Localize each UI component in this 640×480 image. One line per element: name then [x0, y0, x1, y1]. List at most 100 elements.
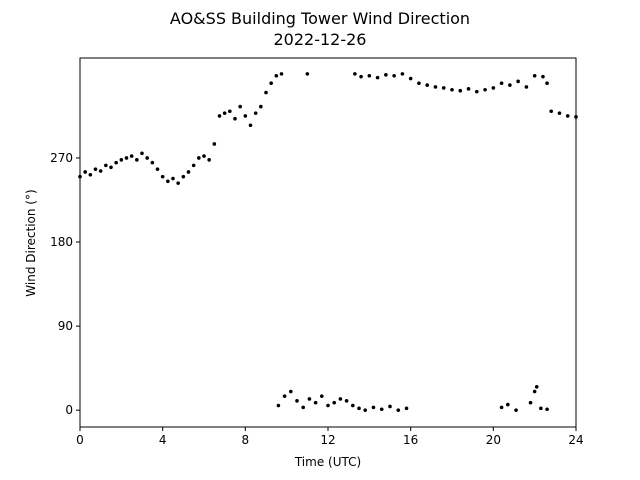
point: [166, 179, 170, 184]
point: [160, 174, 165, 179]
point: [532, 73, 537, 78]
point: [305, 72, 310, 76]
point: [98, 169, 103, 173]
y-tick-label: 270: [50, 151, 73, 165]
point: [202, 154, 206, 158]
point: [274, 73, 279, 78]
x-tick-label: 4: [159, 433, 167, 447]
point: [441, 86, 446, 90]
point: [565, 114, 570, 118]
point: [508, 83, 512, 87]
y-tick-label: 90: [58, 319, 73, 333]
point: [506, 402, 510, 407]
point: [83, 170, 87, 174]
point: [557, 111, 562, 115]
point: [458, 88, 463, 93]
point: [269, 81, 273, 86]
point: [197, 156, 201, 160]
x-tick-label: 8: [242, 433, 250, 447]
point: [93, 167, 98, 171]
point: [466, 87, 471, 91]
point: [124, 156, 129, 160]
point: [135, 158, 139, 162]
point: [238, 104, 242, 109]
x-tick-label: 0: [76, 433, 84, 447]
point: [516, 79, 520, 84]
point: [140, 151, 144, 156]
point: [264, 90, 268, 95]
point: [129, 154, 134, 158]
point: [400, 72, 405, 76]
point: [528, 400, 533, 405]
point: [408, 76, 413, 81]
point: [276, 403, 281, 408]
point: [332, 400, 337, 405]
point: [379, 407, 384, 412]
point: [212, 142, 217, 146]
x-tick-label: 20: [486, 433, 501, 447]
y-tick-label: 0: [65, 403, 73, 417]
point: [357, 406, 361, 411]
point: [155, 167, 160, 171]
point: [222, 111, 227, 115]
point: [119, 158, 124, 162]
point: [388, 404, 392, 409]
point: [88, 172, 93, 177]
point: [353, 72, 357, 76]
point: [375, 75, 380, 80]
point: [217, 114, 222, 118]
chart-subtitle: 2022-12-26: [274, 30, 367, 49]
x-tick-label: 12: [320, 433, 335, 447]
point: [104, 163, 108, 168]
point: [313, 400, 318, 405]
point: [367, 73, 372, 78]
point: [171, 176, 175, 181]
point: [532, 389, 537, 394]
point: [344, 399, 349, 403]
points: [78, 72, 578, 412]
x-tick-label: 24: [568, 433, 583, 447]
point: [524, 85, 529, 89]
point: [499, 81, 504, 86]
point: [534, 385, 539, 389]
y-axis-label: Wind Direction (°): [24, 189, 38, 296]
point: [404, 406, 409, 411]
point: [176, 181, 180, 185]
point: [433, 85, 438, 89]
point: [295, 399, 299, 403]
point: [450, 87, 454, 92]
point: [541, 74, 545, 79]
point: [351, 403, 355, 408]
point: [384, 73, 388, 77]
point: [243, 114, 248, 118]
point: [282, 394, 287, 398]
point: [114, 160, 118, 165]
point: [150, 160, 155, 165]
point: [396, 408, 401, 412]
point: [499, 405, 504, 410]
point: [279, 72, 284, 76]
point: [371, 405, 376, 410]
point: [145, 156, 149, 160]
point: [253, 111, 258, 115]
point: [491, 86, 496, 90]
x-axis-label: Time (UTC): [294, 455, 361, 469]
y-tick-label: 180: [50, 235, 73, 249]
x-tick-label: 16: [403, 433, 418, 447]
point: [301, 405, 306, 410]
point: [545, 407, 549, 412]
point: [186, 170, 191, 174]
point: [539, 406, 543, 411]
point: [549, 109, 553, 114]
point: [326, 403, 330, 408]
point: [191, 163, 196, 168]
point: [475, 89, 479, 94]
point: [514, 408, 518, 412]
point: [181, 174, 186, 179]
point: [248, 123, 253, 128]
point: [363, 408, 368, 412]
point: [259, 104, 263, 109]
point: [233, 116, 237, 121]
